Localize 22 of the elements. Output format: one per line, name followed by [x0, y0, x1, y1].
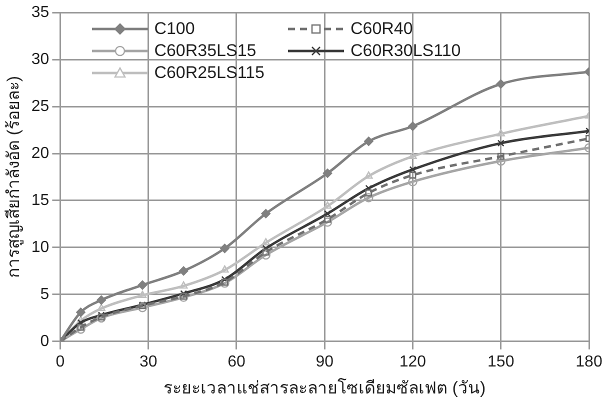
y-tick-label: 30 [31, 50, 50, 68]
x-tick-label: 0 [56, 353, 65, 370]
y-tick-label: 0 [40, 332, 50, 350]
y-tick-label: 35 [31, 4, 50, 22]
x-tick-label: 150 [488, 353, 514, 370]
y-tick-label: 15 [31, 192, 50, 209]
x-tick-label: 180 [576, 353, 602, 370]
legend-label: C60R25LS115 [154, 62, 264, 83]
y-tick-label: 20 [31, 144, 50, 162]
legend-label: C60R40 [350, 18, 413, 39]
x-tick-label: 90 [316, 353, 334, 370]
y-tick-label: 25 [31, 98, 50, 115]
y-axis-title: การสูญเสียกำลังอัด (ร้อยละ) [4, 76, 24, 278]
x-tick-label: 30 [139, 353, 158, 370]
legend-label: C100 [154, 18, 195, 39]
x-tick-label: 120 [399, 353, 426, 370]
legend-label: C60R35LS15 [154, 40, 256, 61]
y-tick-label: 10 [31, 238, 50, 256]
x-tick-label: 60 [228, 353, 246, 370]
y-tick-label: 5 [40, 286, 50, 303]
x-axis-title: ระยะเวลาแช่สารละลายโซเดียมซัลเฟต (วัน) [164, 377, 486, 398]
legend-label: C60R30LS110 [350, 40, 461, 61]
